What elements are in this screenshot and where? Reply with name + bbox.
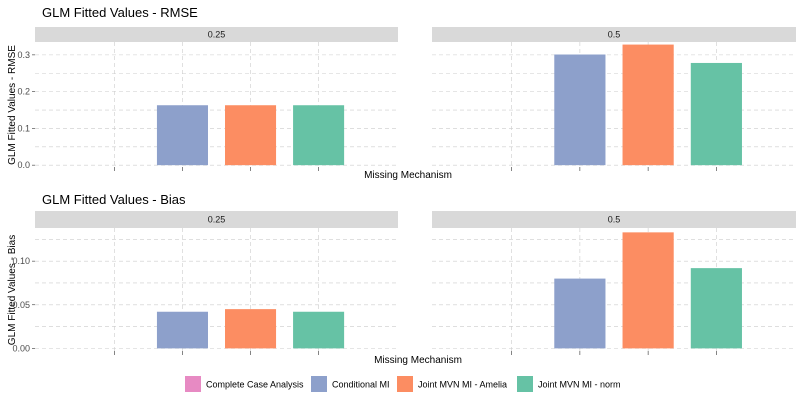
y-axis-title-bias: GLM Fitted Values - Bias [7,235,18,345]
y-tick-label: 0.05 [12,300,30,310]
y-tick-label: 0.3 [17,50,30,60]
y-axis-title-rmse: GLM Fitted Values - RMSE [7,45,18,165]
bar [293,311,345,349]
facet-strip-label: 0.5 [608,30,621,40]
bar [690,62,742,166]
legend: Complete Case Analysis Conditional MI Join… [185,376,621,392]
bar [554,54,606,166]
plot-title-bias: GLM Fitted Values - Bias [42,192,186,207]
facet-strip-label: 0.25 [208,30,226,40]
plot-layer: 0.0 0.1 0.2 0.3 0.25 0.5 0.00 0.05 0.10 0.25 0.5 [12,27,796,355]
legend-label: Joint MVN MI - Amelia [418,380,507,390]
bar [225,105,277,166]
legend-label: Joint MVN MI - norm [538,380,621,390]
legend-swatch [397,376,413,392]
bar [690,268,742,349]
bar [554,278,606,349]
bar [293,105,345,166]
y-tick-label: 0.1 [17,123,30,133]
legend-label: Conditional MI [332,380,390,390]
bar [156,311,208,349]
facet-strip-label: 0.5 [608,215,621,225]
y-tick-label: 0.0 [17,160,30,170]
facet-strip [432,27,796,42]
facet-strip [35,211,398,228]
facet-strip [432,211,796,228]
facet-strip [35,27,398,42]
legend-swatch [185,376,201,392]
bar [225,309,277,349]
plot-title-rmse: GLM Fitted Values - RMSE [42,5,198,20]
bar [156,105,208,166]
legend-label: Complete Case Analysis [206,380,304,390]
legend-swatch [517,376,533,392]
x-axis-title-bias: Missing Mechanism [374,355,462,366]
y-tick-label: 0.00 [12,343,30,353]
legend-swatch [311,376,327,392]
y-tick-label: 0.10 [12,256,30,266]
y-tick-label: 0.2 [17,87,30,97]
bar [622,44,674,166]
x-axis-title-rmse: Missing Mechanism [364,170,452,181]
facet-strip-label: 0.25 [208,215,226,225]
bar [622,232,674,349]
